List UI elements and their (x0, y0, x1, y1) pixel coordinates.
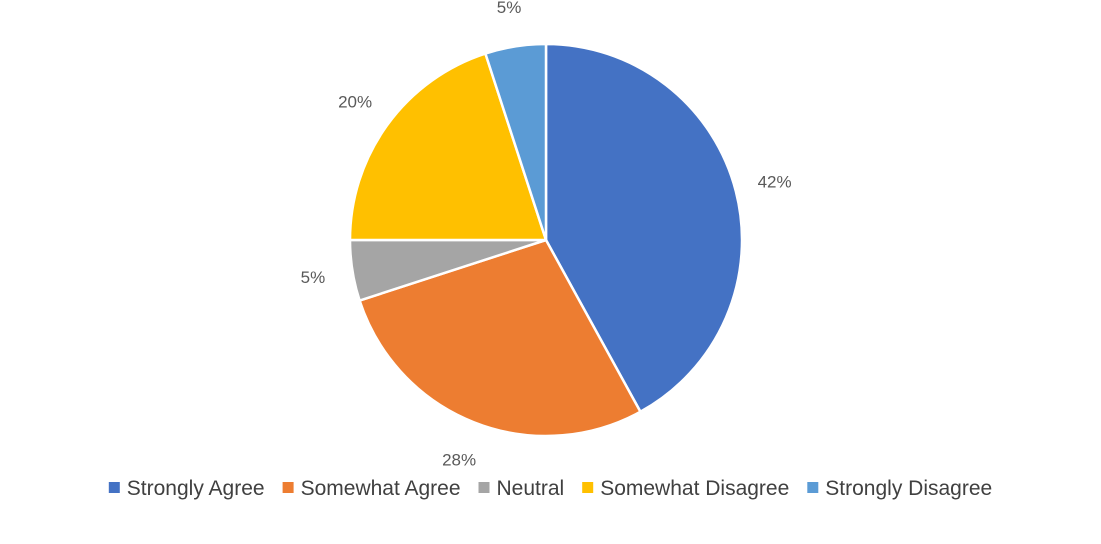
legend-swatch-neutral (478, 482, 490, 493)
data-label-neutral: 5% (301, 268, 326, 287)
legend-label-somewhat-agree: Somewhat Agree (301, 477, 461, 500)
legend-label-strongly-disagree: Strongly Disagree (825, 477, 992, 500)
pie-slices (348, 42, 744, 438)
pie-slice-strongly-disagree (484, 42, 548, 242)
data-labels: 42% 28% 5% 20% 5% (301, 0, 792, 469)
data-label-strongly-disagree: 5% (497, 0, 522, 17)
pie-slice-somewhat-disagree (348, 52, 548, 242)
legend-item-neutral: Neutral (478, 477, 565, 500)
legend: Strongly Agree Somewhat Agree Neutral Somew… (108, 477, 992, 500)
legend-item-somewhat-agree: Somewhat Agree (282, 477, 461, 500)
legend-swatch-somewhat-agree (282, 482, 294, 493)
legend-label-strongly-agree: Strongly Agree (127, 477, 265, 500)
legend-item-strongly-agree: Strongly Agree (108, 477, 265, 500)
pie-slice-somewhat-agree (358, 238, 642, 438)
data-label-somewhat-disagree: 20% (338, 92, 372, 111)
legend-label-neutral: Neutral (497, 477, 565, 500)
legend-swatch-somewhat-disagree (582, 482, 594, 493)
legend-item-strongly-disagree: Strongly Disagree (807, 477, 992, 500)
legend-label-somewhat-disagree: Somewhat Disagree (600, 477, 789, 500)
pie-slice-strongly-agree (544, 42, 744, 414)
legend-item-somewhat-disagree: Somewhat Disagree (582, 477, 789, 500)
data-label-strongly-agree: 42% (758, 172, 792, 191)
legend-swatch-strongly-agree (108, 482, 120, 493)
data-label-somewhat-agree: 28% (442, 450, 476, 469)
legend-swatch-strongly-disagree (807, 482, 819, 493)
